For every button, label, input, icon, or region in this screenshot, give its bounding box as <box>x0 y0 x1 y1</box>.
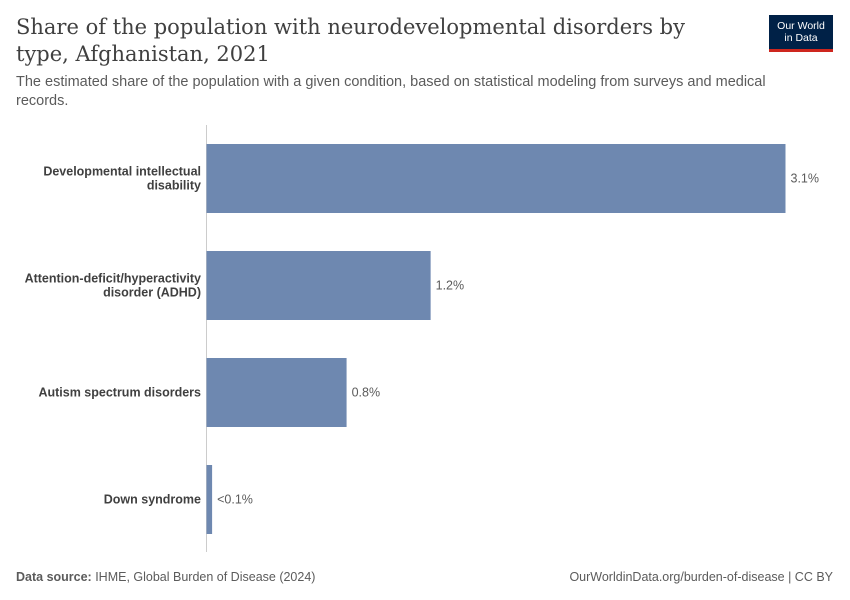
value-label-developmental-intellectual-disability: 3.1% <box>791 172 820 186</box>
bar-developmental-intellectual-disability[interactable] <box>206 144 786 213</box>
logo-line-1: Our World <box>777 20 825 32</box>
value-label-adhd: 1.2% <box>436 279 465 293</box>
category-label-down-syndrome: Down syndrome <box>104 493 201 507</box>
bar-series: Developmental intellectual disability 3.1%… <box>25 144 819 534</box>
owid-logo[interactable]: Our World in Data <box>769 15 833 52</box>
chart-title: Share of the population with neurodevelo… <box>16 15 685 66</box>
logo-line-2: in Data <box>784 32 818 44</box>
category-label-developmental-intellectual-disability: Developmental intellectual disability <box>43 165 201 193</box>
data-source-text: IHME, Global Burden of Disease (2024) <box>91 570 316 584</box>
data-source: Data source: IHME, Global Burden of Dise… <box>16 570 315 584</box>
category-label-adhd: Attention-deficit/hyperactivity disorder … <box>25 272 201 300</box>
bar-autism-spectrum-disorders[interactable] <box>206 358 347 427</box>
chart-subtitle: The estimated share of the population wi… <box>16 74 766 109</box>
value-label-autism-spectrum-disorders: 0.8% <box>352 386 381 400</box>
data-source-label: Data source: <box>16 570 92 584</box>
value-label-down-syndrome: <0.1% <box>217 493 253 507</box>
category-label-autism-spectrum-disorders: Autism spectrum disorders <box>38 386 201 400</box>
bar-down-syndrome[interactable] <box>206 465 213 534</box>
source-url-license[interactable]: OurWorldinData.org/burden-of-disease | C… <box>569 570 833 584</box>
bar-adhd[interactable] <box>206 251 431 320</box>
